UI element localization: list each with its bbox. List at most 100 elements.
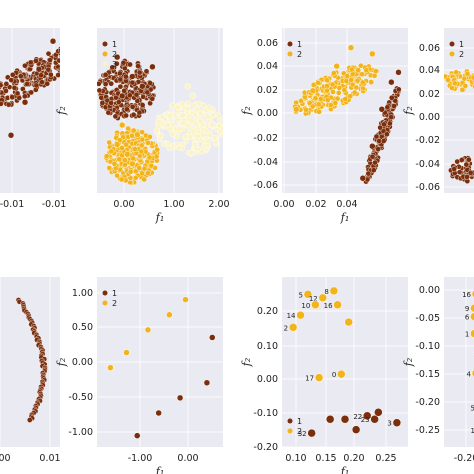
x-tick-label: -0.01 (42, 199, 67, 210)
y-tick-label: 0.02 (257, 85, 278, 96)
cloud-point (381, 121, 387, 128)
cloud-point (103, 153, 110, 159)
y-tick-label: -0.10 (253, 408, 278, 419)
y-tick-label: -0.10 (415, 341, 440, 352)
cloud-point (145, 140, 151, 146)
cloud-point (191, 102, 197, 109)
point-label: 9 (465, 305, 469, 313)
cloud-point (205, 138, 211, 145)
cloud-point (196, 101, 203, 107)
data-point (388, 78, 395, 86)
cloud-point (368, 79, 375, 85)
cloud-point (463, 161, 470, 168)
cloud-point (467, 169, 474, 176)
cloud-point (187, 134, 194, 140)
cloud-point (373, 133, 380, 140)
cloud-point (138, 148, 145, 155)
point-label: 8 (324, 288, 328, 296)
cloud-point (17, 73, 24, 80)
data-point (166, 311, 173, 319)
marks: 16 96 1 4 5 1 (462, 290, 474, 435)
data-point (21, 99, 29, 106)
cloud-point (66, 63, 71, 68)
cloud-point (464, 174, 470, 180)
cloud-point (462, 83, 469, 89)
cloud-point (63, 50, 68, 55)
cloud-point (153, 153, 160, 160)
point-label: 22 (353, 413, 362, 421)
cloud-point (139, 170, 145, 177)
cloud-point (158, 132, 165, 139)
cloud-point (67, 55, 72, 60)
cloud-point (377, 124, 383, 131)
point-label: 12 (309, 295, 318, 303)
data-point (123, 349, 130, 356)
cloud-point (105, 109, 112, 116)
x-axis-label: f₁ (155, 211, 164, 224)
cloud-point (176, 144, 182, 151)
cloud-point (372, 159, 378, 166)
cloud-point (117, 76, 124, 83)
y-tick-label: 0.00 (257, 374, 278, 385)
cloud-point (324, 87, 330, 94)
cloud-point (149, 95, 156, 102)
data-point (113, 141, 121, 148)
y-tick-label: -1.00 (68, 427, 93, 438)
data-point (470, 329, 474, 338)
cloud-point (115, 99, 122, 105)
cloud-point (59, 54, 60, 59)
cloud-point (470, 74, 474, 81)
data-point (134, 131, 141, 139)
cloud-point (9, 94, 16, 101)
cloud-point (371, 72, 378, 79)
cloud-point (44, 80, 51, 87)
cloud-point (160, 141, 167, 148)
data-point (329, 286, 339, 296)
legend-marker (102, 300, 108, 306)
cloud-point (370, 167, 377, 174)
cloud-point (156, 119, 162, 125)
data-point (35, 66, 43, 73)
x-tick-label: 0.10 (285, 453, 306, 464)
cloud-point (207, 132, 214, 139)
data-point (303, 290, 313, 299)
legend-label: 1 (297, 417, 302, 426)
data-point (307, 428, 316, 438)
point-label: 14 (287, 312, 296, 320)
marks (15, 297, 48, 423)
point-label: 5 (471, 404, 474, 412)
legend-label: 3 (112, 60, 117, 69)
legend-marker (287, 51, 293, 57)
data-point (351, 425, 361, 434)
legend-marker (102, 41, 108, 47)
cloud-point (8, 77, 15, 83)
data-point (113, 53, 121, 61)
y-tick-label: -0.04 (253, 157, 278, 168)
cloud-point (62, 63, 67, 68)
cloud-point (205, 104, 212, 111)
cloud-point (99, 100, 106, 106)
cloud-point (363, 67, 370, 74)
cloud-point (388, 94, 395, 101)
data-point (309, 87, 317, 95)
x-tick-label: 0.04 (336, 199, 357, 210)
cloud-point (117, 70, 123, 77)
data-point (333, 62, 340, 70)
data-point (311, 300, 320, 310)
chart-panel-bottom-1: 0.00 0.01 (0, 277, 61, 464)
x-tick-label: -1.00 (128, 453, 153, 464)
cloud-point (375, 146, 381, 152)
cloud-point (59, 63, 60, 68)
cloud-point (454, 158, 461, 165)
cloud-point (395, 86, 402, 93)
y-tick-label: 0.00 (257, 108, 278, 119)
cloud-point (0, 94, 1, 99)
cloud-point (384, 131, 390, 138)
data-point (49, 37, 57, 45)
y-tick-label: 0.04 (419, 65, 440, 76)
cloud-point (127, 61, 133, 68)
legend-marker (449, 51, 455, 57)
y-tick-label: 0.02 (419, 89, 440, 100)
